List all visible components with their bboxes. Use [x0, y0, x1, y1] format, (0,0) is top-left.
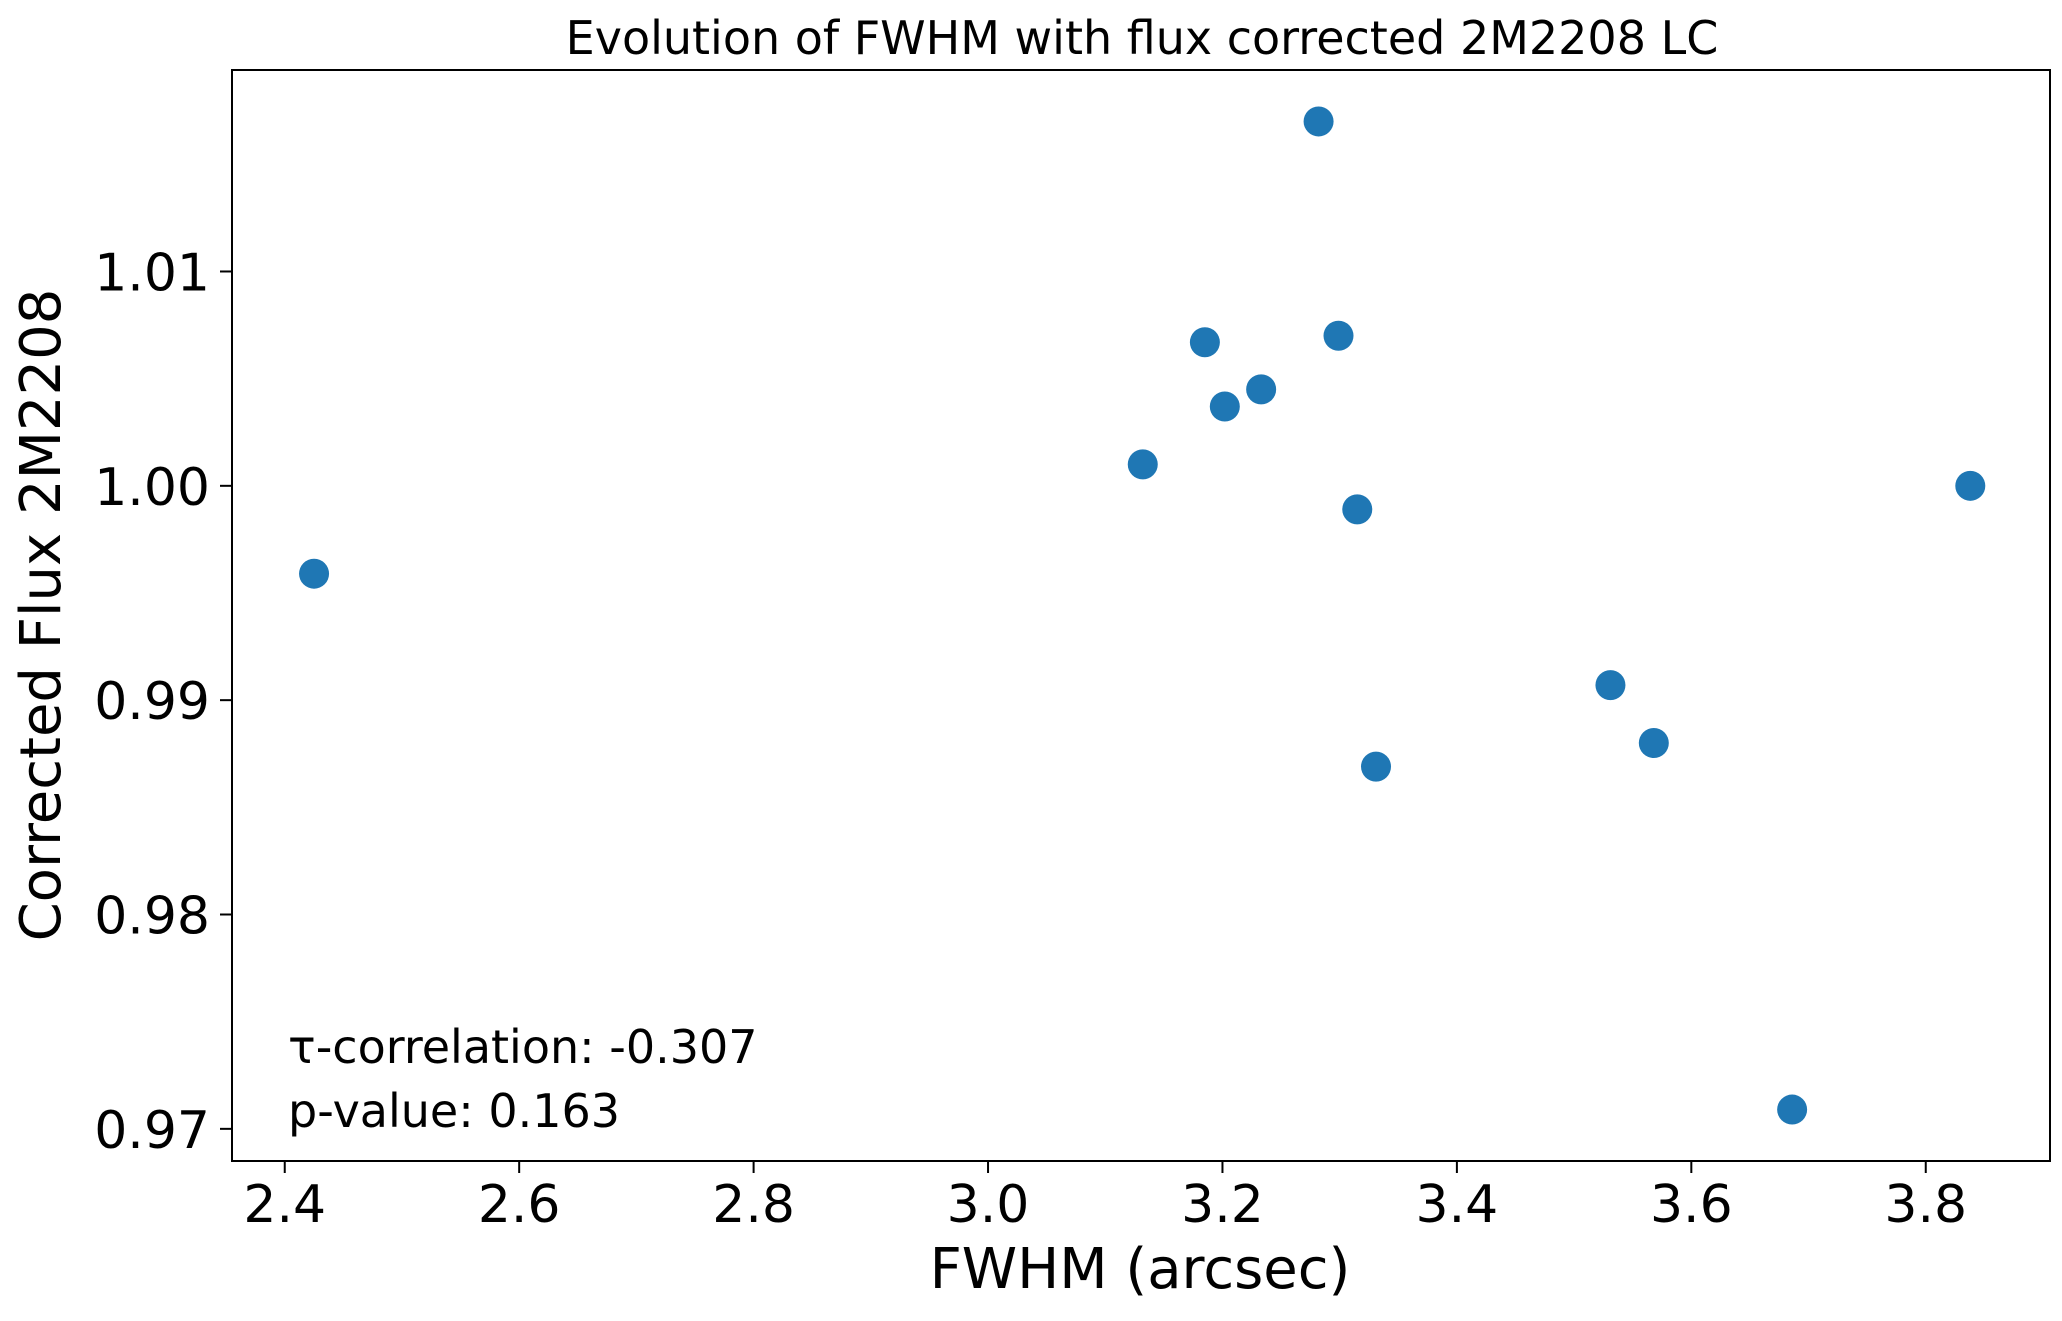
y-tick-label: 1.01 — [94, 243, 210, 303]
x-tick-label: 3.4 — [1416, 1175, 1499, 1235]
x-tick-label: 2.6 — [478, 1175, 561, 1235]
y-axis: 0.97 0.98 0.99 1.00 1.01 — [94, 243, 232, 1161]
marks-layer — [299, 106, 1986, 1125]
scatter-point — [1303, 106, 1334, 137]
x-tick-label: 2.4 — [243, 1175, 326, 1235]
scatter-point — [1361, 751, 1392, 782]
scatter-point — [1323, 320, 1354, 351]
scatter-point — [1246, 374, 1277, 405]
y-tick-label: 0.97 — [94, 1101, 210, 1161]
tau-correlation-annotation: τ-correlation: -0.307 — [288, 1020, 758, 1074]
plot-frame — [231, 69, 2051, 1162]
scatter-point — [1189, 327, 1220, 358]
y-tick-label: 0.98 — [94, 887, 210, 947]
p-value-annotation: p-value: 0.163 — [288, 1084, 620, 1138]
y-tick-label: 1.00 — [94, 458, 210, 518]
x-tick-label: 3.0 — [947, 1175, 1030, 1235]
x-tick-label: 2.8 — [712, 1175, 795, 1235]
scatter-point — [299, 558, 330, 589]
scatter-point — [1638, 728, 1669, 759]
scatter-point — [1342, 494, 1373, 525]
y-tick-label: 0.99 — [94, 672, 210, 732]
y-axis-label: Corrected Flux 2M2208 — [9, 289, 74, 942]
x-tick-label: 3.6 — [1650, 1175, 1733, 1235]
x-tick-label: 3.8 — [1884, 1175, 1967, 1235]
chart-title: Evolution of FWHM with flux corrected 2M… — [566, 11, 1719, 65]
scatter-point — [1127, 449, 1158, 480]
scatter-point — [1595, 670, 1626, 701]
scatter-point — [1955, 470, 1986, 501]
x-axis: 2.4 2.6 2.8 3.0 3.2 3.4 3.6 3.8 — [243, 1161, 1967, 1235]
x-tick-label: 3.2 — [1181, 1175, 1264, 1235]
x-axis-label: FWHM (arcsec) — [930, 1237, 1351, 1302]
scatter-point — [1209, 391, 1240, 422]
scatter-point — [1777, 1094, 1808, 1125]
